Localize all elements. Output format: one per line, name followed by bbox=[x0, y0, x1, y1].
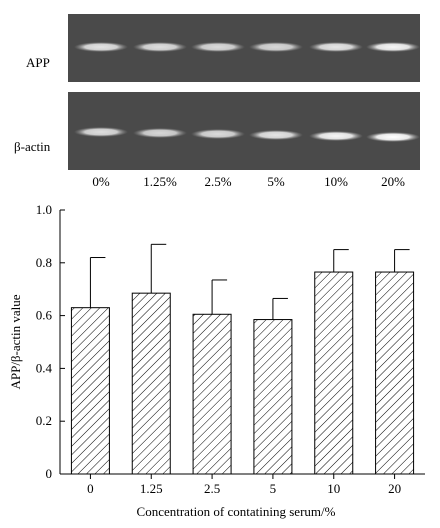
bar bbox=[70, 307, 110, 475]
gel-band bbox=[366, 132, 420, 142]
gel-band bbox=[309, 131, 363, 141]
y-tick-label: 0.6 bbox=[36, 308, 53, 323]
x-tick-label: 2.5 bbox=[204, 481, 220, 496]
y-axis-title: APP/β-actin value bbox=[8, 294, 23, 389]
gel-band bbox=[249, 42, 303, 52]
gel-band bbox=[191, 42, 245, 52]
gel-band bbox=[74, 42, 128, 52]
gel-lane-label: 0% bbox=[92, 174, 110, 189]
gel-lane-label: 2.5% bbox=[204, 174, 231, 189]
bar-chart: 0 0.2 0.4 0.6 0.8 1.0 0 1.25 2.5 5 10 20 APP/β-act… bbox=[8, 202, 425, 519]
bar bbox=[253, 319, 293, 475]
y-tick-label: 0.2 bbox=[36, 413, 52, 428]
gel-lane-label: 20% bbox=[381, 174, 405, 189]
gel-band bbox=[366, 42, 420, 52]
gel-image: APP β-actin 0% 1.25% 2.5% 5% 10% 20% bbox=[14, 14, 420, 189]
x-tick-label: 1.25 bbox=[140, 481, 163, 496]
x-tick-label: 20 bbox=[388, 481, 401, 496]
y-tick-label: 0.4 bbox=[36, 360, 53, 375]
bars bbox=[70, 243, 415, 475]
x-tick-label: 0 bbox=[87, 481, 94, 496]
gel-row-label-app: APP bbox=[26, 55, 50, 70]
y-tick-label: 1.0 bbox=[36, 202, 52, 217]
bar bbox=[314, 271, 354, 475]
y-axis: 0 0.2 0.4 0.6 0.8 1.0 bbox=[36, 202, 65, 481]
bar bbox=[192, 313, 232, 475]
gel-band bbox=[249, 130, 303, 140]
x-tick-label: 5 bbox=[270, 481, 277, 496]
gel-band bbox=[133, 42, 187, 52]
y-tick-label: 0 bbox=[46, 466, 53, 481]
gel-band bbox=[309, 42, 363, 52]
gel-row-label-actin: β-actin bbox=[14, 139, 51, 154]
x-tick-label: 10 bbox=[327, 481, 340, 496]
gel-lane-label: 5% bbox=[267, 174, 285, 189]
gel-band bbox=[191, 129, 245, 139]
gel-lane-label: 10% bbox=[324, 174, 348, 189]
bar bbox=[131, 292, 171, 475]
gel-band bbox=[133, 128, 187, 138]
y-tick-label: 0.8 bbox=[36, 255, 52, 270]
x-axis: 0 1.25 2.5 5 10 20 bbox=[60, 473, 425, 496]
x-axis-title: Concentration of contatining serum/% bbox=[137, 504, 336, 519]
gel-lane-label: 1.25% bbox=[143, 174, 177, 189]
bar bbox=[375, 271, 415, 475]
gel-band bbox=[74, 127, 128, 137]
